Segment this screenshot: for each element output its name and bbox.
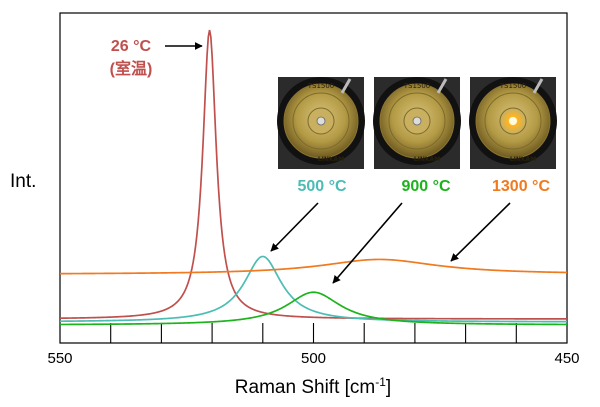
series-line-26-c <box>59 29 567 320</box>
stage-photo: TS1500 LINKAM <box>373 77 461 169</box>
photo-brand-text: LINKAM <box>414 156 440 163</box>
x-axis-label: Raman Shift [cm-1] <box>235 375 391 398</box>
annotation-arrow <box>332 202 403 284</box>
x-tick-label: 550 <box>47 350 72 367</box>
annotations: 26 °C (室温) 500 °C 900 °C 1300 °C <box>110 38 550 284</box>
stage-photo: TS1500 LINKAM <box>469 77 557 169</box>
annotation-label: 1300 °C <box>492 178 550 195</box>
annotation-500-c: 500 °C <box>270 178 347 252</box>
photo-brand-text: LINKAM <box>510 156 536 163</box>
photo-model-text: TS1500 <box>499 82 527 90</box>
annotation-arrow <box>270 202 319 252</box>
y-axis-label: Int. <box>10 171 36 192</box>
series-line-500-c <box>59 255 567 323</box>
stage-photo: TS1500 LINKAM <box>277 77 365 169</box>
annotation-label: 26 °C <box>111 38 152 55</box>
stage-photos: TS1500 LINKAM TS1500 LINKAM TS1500 LINKAM <box>277 77 557 169</box>
photo-model-text: TS1500 <box>403 82 431 90</box>
photo-brand-text: LINKAM <box>318 156 344 163</box>
annotation-1300-c: 1300 °C <box>450 178 550 262</box>
x-axis-ticks: 550 500 450 <box>47 323 580 367</box>
annotation-900-c: 900 °C <box>332 178 451 284</box>
series-line-1300-c <box>59 258 568 275</box>
series-line-900-c <box>59 291 568 326</box>
x-tick-label: 450 <box>554 350 579 367</box>
x-tick-label: 500 <box>301 350 326 367</box>
annotation-arrow <box>450 202 511 262</box>
annotation-sublabel: (室温) <box>110 59 153 78</box>
annotation-label: 900 °C <box>401 178 451 195</box>
photo-model-text: TS1500 <box>307 82 335 90</box>
annotation-label: 500 °C <box>297 178 347 195</box>
series-lines <box>59 29 568 326</box>
annotation-26-c: 26 °C (室温) <box>110 38 203 78</box>
